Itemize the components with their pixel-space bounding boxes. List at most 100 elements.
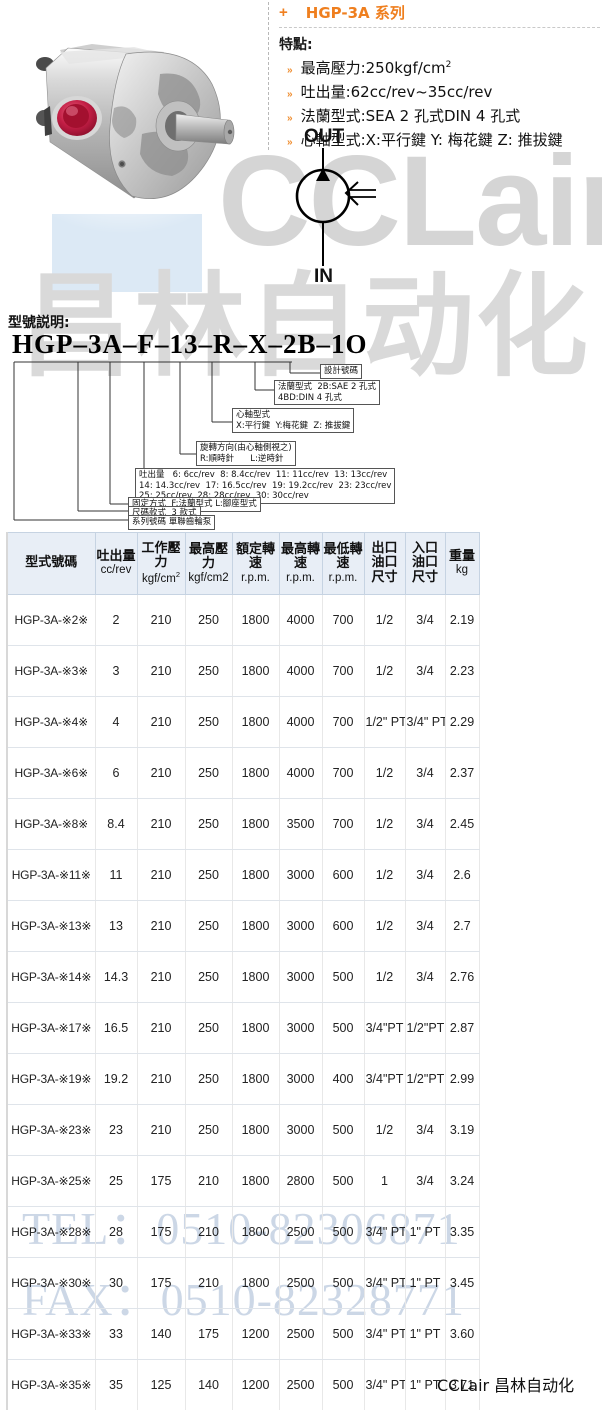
col-model-code: 型式號碼 <box>6 532 96 595</box>
table-header-row: 型式號碼 吐出量 cc/rev 工作壓力 kgf/cm2 最高壓力 kgf/cm2 額… <box>6 532 480 595</box>
cell-rated-speed: 1800 <box>231 900 280 952</box>
table-row: HGP-3A-※30※ 30 175 210 1800 2500 500 3/4" PT 1" … <box>6 1257 480 1309</box>
cell-inlet-port: 3/4 <box>404 1104 446 1156</box>
cell-model-code: HGP-3A-※11※ <box>6 849 96 901</box>
cell-min-speed: 500 <box>321 1308 365 1360</box>
cell-weight: 2.87 <box>444 1002 480 1054</box>
callout-series-number: 系列號碼 單聯齒輪泵 <box>128 515 216 530</box>
cell-working-pressure: 175 <box>136 1206 186 1258</box>
callout-flange-type: 法蘭型式 2B:SAE 2 孔式 4BD:DIN 4 孔式 <box>274 380 381 406</box>
cell-inlet-port: 1/2"PT <box>404 1053 446 1105</box>
cell-inlet-port: 3/4" PT <box>404 696 446 748</box>
model-code-heading: 型號説明: <box>8 315 70 331</box>
cell-outlet-port: 1/2 <box>363 798 406 850</box>
col-rated-speed: 額定轉速 r.p.m. <box>231 532 280 595</box>
feature-item-max-pressure: » 最高壓力:250kgf/cm2 <box>279 57 600 78</box>
cell-inlet-port: 3/4 <box>404 849 446 901</box>
plus-icon[interactable]: + <box>279 4 288 21</box>
cell-outlet-port: 1 <box>363 1155 406 1207</box>
cell-inlet-port: 1" PT <box>404 1257 446 1309</box>
series-header: + HGP-3A 系列 <box>279 2 600 28</box>
cell-working-pressure: 210 <box>136 747 186 799</box>
cell-inlet-port: 1" PT <box>404 1206 446 1258</box>
cell-outlet-port: 3/4" PT <box>363 1206 406 1258</box>
table-row: HGP-3A-※6※ 6 210 250 1800 4000 700 1/2 3/4 2.37 <box>6 747 480 799</box>
cell-max-speed: 3000 <box>278 900 323 952</box>
cell-rated-speed: 1800 <box>231 747 280 799</box>
cell-model-code: HGP-3A-※33※ <box>6 1308 96 1360</box>
cell-inlet-port: 3/4 <box>404 951 446 1003</box>
cell-working-pressure: 210 <box>136 1104 186 1156</box>
cell-max-speed: 2500 <box>278 1257 323 1309</box>
pump-symbol-graphic <box>295 148 376 266</box>
cell-outlet-port: 1/2 <box>363 900 406 952</box>
table-row: HGP-3A-※17※ 16.5 210 250 1800 3000 500 3/4"PT 1/… <box>6 1002 480 1054</box>
cell-max-pressure: 250 <box>184 747 233 799</box>
cell-working-pressure: 210 <box>136 1053 186 1105</box>
cell-min-speed: 500 <box>321 1002 365 1054</box>
cell-model-code: HGP-3A-※3※ <box>6 645 96 697</box>
col-max-speed: 最高轉速 r.p.m. <box>278 532 323 595</box>
chevron-right-icon: » <box>287 113 293 124</box>
cell-weight: 2.29 <box>444 696 480 748</box>
cell-outlet-port: 3/4" PT <box>363 1308 406 1360</box>
cell-model-code: HGP-3A-※19※ <box>6 1053 96 1105</box>
cell-working-pressure: 140 <box>136 1308 186 1360</box>
cell-outlet-port: 3/4"PT <box>363 1053 406 1105</box>
cell-max-speed: 3000 <box>278 951 323 1003</box>
cell-model-code: HGP-3A-※23※ <box>6 1104 96 1156</box>
cell-weight: 3.60 <box>444 1308 480 1360</box>
cell-max-speed: 2500 <box>278 1308 323 1360</box>
cell-rated-speed: 1800 <box>231 645 280 697</box>
cell-working-pressure: 210 <box>136 696 186 748</box>
cell-displacement: 11 <box>94 849 138 901</box>
cell-inlet-port: 3/4 <box>404 645 446 697</box>
cell-min-speed: 700 <box>321 594 365 646</box>
cell-rated-speed: 1800 <box>231 1257 280 1309</box>
table-row: HGP-3A-※23※ 23 210 250 1800 3000 500 1/2 3/4 3.19 <box>6 1104 480 1156</box>
cell-max-pressure: 250 <box>184 951 233 1003</box>
col-min-speed: 最低轉速 r.p.m. <box>321 532 365 595</box>
cell-displacement: 25 <box>94 1155 138 1207</box>
cell-working-pressure: 210 <box>136 900 186 952</box>
gear-pump-photo <box>19 44 235 234</box>
cell-max-speed: 3000 <box>278 1053 323 1105</box>
feature-item-displacement: » 吐出量:62cc/rev~35cc/rev <box>279 81 600 102</box>
table-row: HGP-3A-※3※ 3 210 250 1800 4000 700 1/2 3/4 2.23 <box>6 645 480 697</box>
model-code-leader-lines <box>13 361 320 521</box>
col-inlet-port-size: 入口油口尺寸 <box>404 532 446 595</box>
cell-min-speed: 500 <box>321 1206 365 1258</box>
cell-max-speed: 3500 <box>278 798 323 850</box>
model-code-string: HGP–3A–F–13–R–X–2B–1O <box>12 329 368 359</box>
feature-item-shaft-type: » 心軸型式:X:平行鍵 Y: 梅花鍵 Z: 推拔鍵 <box>279 129 600 150</box>
cell-outlet-port: 1/2 <box>363 1104 406 1156</box>
cell-max-pressure: 250 <box>184 594 233 646</box>
cell-max-pressure: 250 <box>184 1002 233 1054</box>
cell-outlet-port: 3/4" PT <box>363 1359 406 1410</box>
cell-max-pressure: 250 <box>184 900 233 952</box>
cell-rated-speed: 1800 <box>231 1053 280 1105</box>
cell-model-code: HGP-3A-※4※ <box>6 696 96 748</box>
table-row: HGP-3A-※28※ 28 175 210 1800 2500 500 3/4" PT 1" … <box>6 1206 480 1258</box>
cell-rated-speed: 1800 <box>231 798 280 850</box>
specification-table-body: HGP-3A-※2※ 2 210 250 1800 4000 700 1/2 3/4 2.19 HG… <box>6 594 480 1410</box>
chevron-right-icon: » <box>287 137 293 148</box>
callout-shaft-type: 心軸型式 X:平行鍵 Y:梅花鍵 Z: 推拔鍵 <box>232 408 355 434</box>
cell-min-speed: 700 <box>321 645 365 697</box>
cell-model-code: HGP-3A-※30※ <box>6 1257 96 1309</box>
cell-model-code: HGP-3A-※25※ <box>6 1155 96 1207</box>
table-row: HGP-3A-※8※ 8.4 210 250 1800 3500 700 1/2 3/4 2.45 <box>6 798 480 850</box>
callout-rotation-direction: 旋轉方向(由心軸側視之) R:順時針 L:逆時針 <box>196 441 296 467</box>
footer-brand: CCLair 昌林自动化 <box>437 1376 575 1395</box>
cell-max-speed: 2500 <box>278 1359 323 1410</box>
cell-rated-speed: 1800 <box>231 849 280 901</box>
feature-text: 吐出量:62cc/rev~35cc/rev <box>300 83 493 101</box>
cell-rated-speed: 1800 <box>231 1155 280 1207</box>
table-row: HGP-3A-※4※ 4 210 250 1800 4000 700 1/2" PT 3/4" … <box>6 696 480 748</box>
cell-model-code: HGP-3A-※6※ <box>6 747 96 799</box>
cell-displacement: 4 <box>94 696 138 748</box>
cell-max-pressure: 140 <box>184 1359 233 1410</box>
cell-max-pressure: 175 <box>184 1308 233 1360</box>
cell-model-code: HGP-3A-※8※ <box>6 798 96 850</box>
cell-rated-speed: 1800 <box>231 1206 280 1258</box>
